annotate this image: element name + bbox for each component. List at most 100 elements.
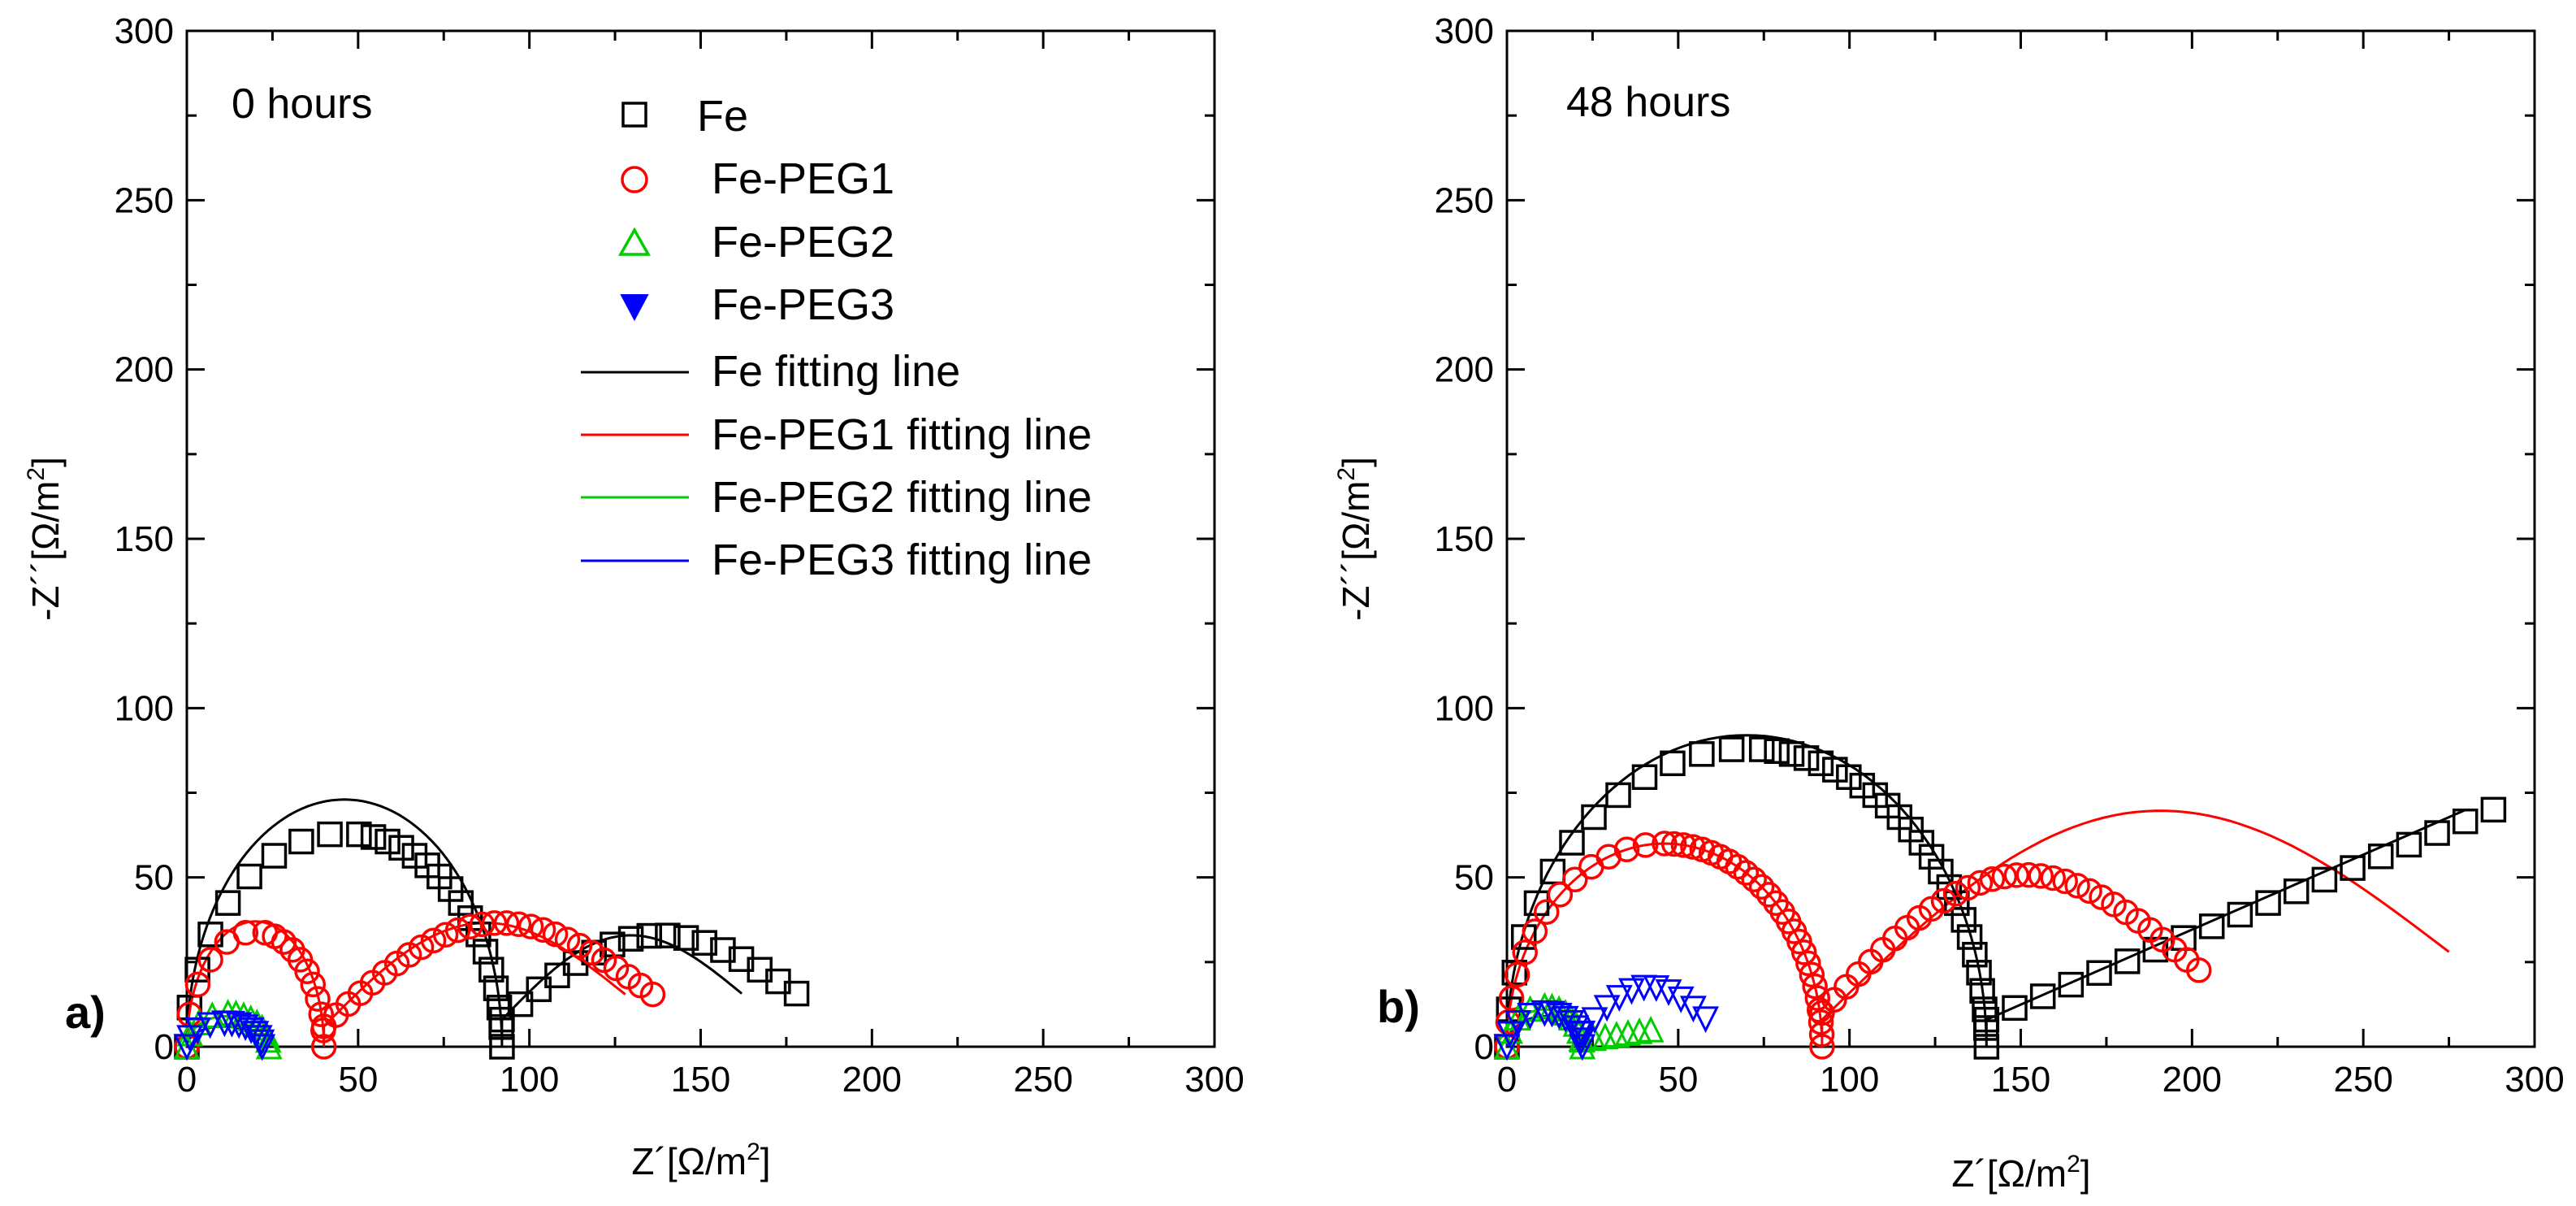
fe-peg3-point bbox=[197, 1012, 224, 1039]
fe-point bbox=[1849, 772, 1876, 799]
fe-peg3-point bbox=[1692, 1006, 1719, 1034]
fe-peg3-point bbox=[248, 1029, 275, 1056]
fe-peg1-point bbox=[1942, 881, 1969, 907]
fe-peg1-point bbox=[517, 913, 544, 939]
legend-label-fe-peg2-fit: Fe-PEG2 fitting line bbox=[712, 473, 1092, 522]
fe-peg1-point bbox=[1790, 939, 1817, 965]
fe-peg1-point bbox=[1498, 985, 1525, 1011]
fe-peg1-point bbox=[1799, 961, 1825, 988]
fe-peg3-point bbox=[1496, 1021, 1523, 1048]
fe-peg3-point bbox=[1667, 986, 1695, 1013]
x-tick-label: 250 bbox=[2333, 1060, 2392, 1100]
x-tick-label: 300 bbox=[1184, 1060, 1244, 1100]
fe-peg1-point bbox=[1613, 836, 1640, 863]
fe-point bbox=[1969, 978, 1995, 1004]
fe-peg1-point bbox=[444, 917, 471, 944]
fe-point bbox=[1928, 858, 1954, 885]
fe-peg1-point bbox=[184, 971, 211, 998]
fe-point bbox=[236, 863, 262, 890]
fe-peg3-point bbox=[1517, 1003, 1544, 1030]
fe-peg1-point bbox=[493, 910, 520, 936]
fe-peg1-point bbox=[2028, 863, 2054, 889]
fe-point bbox=[478, 957, 504, 983]
x-axis-title: Z´[Ω/m2] bbox=[631, 1139, 770, 1182]
y-tick-label: 0 bbox=[1474, 1027, 1494, 1067]
fe-peg1-point bbox=[1991, 863, 2018, 890]
fe-point bbox=[2002, 995, 2028, 1022]
y-axis-title: -Z´´[Ω/m2] bbox=[1333, 457, 1377, 621]
fe-point bbox=[489, 1006, 515, 1033]
fe-peg1-point bbox=[308, 1001, 335, 1027]
fe-fitting-line bbox=[185, 798, 743, 1048]
y-tick-label: 300 bbox=[1435, 11, 1494, 51]
fe-point bbox=[2029, 983, 2056, 1009]
y-tick-label: 0 bbox=[154, 1027, 174, 1067]
fe-point bbox=[1836, 764, 1862, 790]
fe-peg1-point bbox=[554, 926, 581, 952]
fe-peg2-point bbox=[198, 1001, 226, 1029]
panel-b: 0 50 100 150 200 250 300 0 50 100 150 200 250 300 48… bbox=[1333, 11, 2565, 1195]
fe-peg3-point bbox=[249, 1034, 276, 1061]
fe-point bbox=[1718, 736, 1745, 762]
fe-peg2-point bbox=[1637, 1015, 1665, 1043]
legend-marker-fe-peg3 bbox=[620, 294, 649, 322]
y-tick-labels: 0 50 100 150 200 250 300 bbox=[115, 11, 174, 1067]
x-tick-label: 200 bbox=[842, 1060, 902, 1100]
x-tick-label: 100 bbox=[1820, 1060, 1879, 1100]
fe-point bbox=[2311, 866, 2338, 893]
fe-point bbox=[1631, 764, 1658, 790]
fe-peg1-point bbox=[530, 917, 556, 943]
y-axis-title-sup: 2 bbox=[1333, 467, 1360, 481]
fe-peg1-point bbox=[1652, 831, 1678, 857]
legend-label-fe-peg1: Fe-PEG1 bbox=[712, 154, 894, 203]
fe-point bbox=[1973, 1034, 2000, 1060]
fe-point bbox=[2255, 890, 2281, 916]
legend-label-fe-peg3-fit: Fe-PEG3 fitting line bbox=[712, 536, 1092, 584]
time-annotation: 0 hours bbox=[232, 80, 372, 128]
y-tick-label: 50 bbox=[1454, 858, 1494, 898]
fe-point bbox=[1793, 745, 1820, 771]
fe-point bbox=[655, 922, 681, 948]
fe-peg3-point bbox=[173, 1034, 201, 1061]
fe-peg1-fitting-line bbox=[1505, 809, 2450, 1048]
fe-peg1-point bbox=[1808, 1009, 1834, 1035]
fe-peg1-point bbox=[1733, 860, 1760, 886]
fe-peg3-point bbox=[1618, 978, 1645, 1005]
fe-peg1-point bbox=[542, 921, 569, 948]
x-tick-label: 50 bbox=[1658, 1060, 1698, 1100]
fe-peg1-point bbox=[1680, 834, 1706, 860]
fe-peg1-point bbox=[1756, 882, 1782, 908]
fe-peg1-point bbox=[1955, 874, 1981, 901]
legend-marker-fe bbox=[621, 102, 647, 128]
fe-peg1-point bbox=[2003, 862, 2030, 888]
fe-peg1-point bbox=[2052, 868, 2078, 895]
fe-peg1-point bbox=[1804, 985, 1831, 1011]
fe-point bbox=[2340, 855, 2366, 881]
fe-peg1-point bbox=[1930, 887, 1957, 914]
fe-peg1-point bbox=[1512, 939, 1538, 965]
fe-point bbox=[783, 980, 810, 1007]
fe-peg1-point bbox=[271, 929, 297, 955]
fe-peg3-point bbox=[1568, 1027, 1595, 1055]
fe-point bbox=[1559, 830, 1585, 856]
x-tick-labels: 0 50 100 150 200 250 300 bbox=[177, 1060, 1245, 1100]
fe-point bbox=[2198, 913, 2225, 939]
y-tick-label: 250 bbox=[115, 180, 174, 220]
tick-marks bbox=[185, 29, 1216, 1048]
fe-peg3-point bbox=[1493, 1034, 1521, 1061]
fe-peg1-point bbox=[1632, 832, 1659, 858]
y-tick-label: 50 bbox=[134, 858, 174, 898]
y-axis-title-end: ] bbox=[24, 457, 67, 467]
fe-peg1-point bbox=[505, 911, 532, 938]
fe-point bbox=[2480, 796, 2507, 823]
legend-label-fe-peg2: Fe-PEG2 bbox=[712, 218, 894, 267]
x-tick-label: 250 bbox=[1013, 1060, 1072, 1100]
y-axis-title-main: -Z´´[Ω/m bbox=[1335, 481, 1377, 621]
fe-point bbox=[2227, 901, 2253, 928]
fe-peg1-point bbox=[1725, 853, 1751, 880]
fe-point bbox=[2452, 808, 2479, 835]
x-tick-label: 300 bbox=[2505, 1060, 2564, 1100]
fe-peg1-point bbox=[2015, 861, 2042, 888]
fe-peg1-point bbox=[1802, 973, 1828, 1000]
